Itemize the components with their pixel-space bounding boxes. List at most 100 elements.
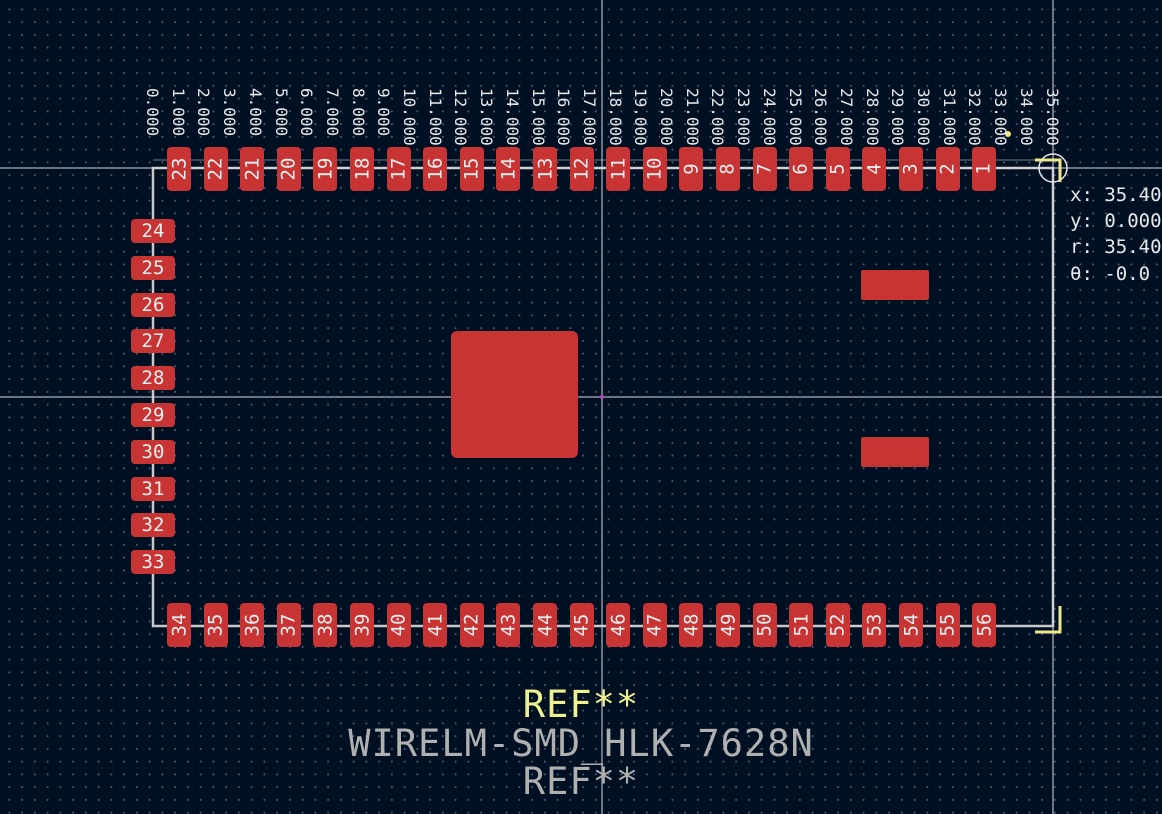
pad-9[interactable]: 9 [679, 147, 704, 191]
pad-10[interactable]: 10 [642, 147, 667, 191]
pad-30[interactable]: 30 [131, 439, 175, 464]
value-text[interactable]: WIRELM-SMD_HLK-7628N [348, 722, 814, 765]
pad-14[interactable]: 14 [496, 147, 521, 191]
pad-37[interactable]: 37 [276, 603, 301, 647]
pad-49[interactable]: 49 [716, 603, 740, 647]
ruler-label-text: 15.000 [528, 88, 548, 146]
pad-43[interactable]: 43 [496, 603, 521, 647]
pad-53[interactable]: 53 [862, 603, 887, 647]
readout-theta: θ: -0.0 [1070, 263, 1151, 285]
pad-number: 18 [350, 157, 373, 181]
pad-34[interactable]: 34 [167, 603, 191, 647]
reference-text-bottom[interactable]: REF** [522, 760, 640, 803]
pad-45[interactable]: 45 [569, 603, 594, 647]
mount-pad-upper[interactable] [861, 270, 929, 300]
pad-number: 22 [204, 157, 227, 181]
pad-35[interactable]: 35 [203, 603, 228, 647]
pad-47[interactable]: 47 [642, 603, 667, 647]
pad-26[interactable]: 26 [131, 292, 175, 317]
pad-40[interactable]: 40 [386, 603, 411, 647]
pad-7[interactable]: 7 [752, 147, 777, 191]
pad-number: 5 [826, 163, 849, 175]
pad-54[interactable]: 54 [899, 603, 923, 647]
pad-number: 9 [680, 163, 703, 175]
pad-17[interactable]: 17 [386, 147, 411, 191]
pad-number: 17 [387, 157, 410, 181]
readout-x: x: 35.400 [1070, 184, 1162, 206]
ruler-label-text: 13.000 [477, 88, 497, 146]
pad-6[interactable]: 6 [789, 147, 814, 191]
ruler-label-text: 30.000 [914, 88, 933, 146]
pad-27[interactable]: 27 [131, 329, 175, 354]
ruler-label-text: 18.000 [605, 88, 625, 146]
pad-2[interactable]: 2 [935, 147, 960, 191]
exposed-pad[interactable] [451, 331, 578, 458]
ruler-label-text: 5.000 [271, 88, 291, 137]
pad-number: 51 [790, 613, 813, 637]
ruler-label-text: 35.000 [1042, 88, 1062, 146]
pad-number: 3 [899, 163, 922, 175]
pad-8[interactable]: 8 [716, 147, 740, 191]
pad-41[interactable]: 41 [423, 603, 448, 647]
pad-28[interactable]: 28 [131, 366, 175, 391]
pad-16[interactable]: 16 [423, 147, 448, 191]
pad-36[interactable]: 36 [240, 603, 265, 647]
pad-number: 40 [387, 613, 410, 637]
pad-33[interactable]: 33 [131, 550, 175, 575]
pad-15[interactable]: 15 [459, 147, 484, 191]
pad-12[interactable]: 12 [569, 147, 594, 191]
pad-number: 46 [607, 613, 630, 637]
pad-number: 43 [497, 613, 520, 637]
ruler-label-text: 12.000 [451, 88, 471, 146]
pad-number: 52 [826, 613, 849, 637]
pad-48[interactable]: 48 [679, 603, 704, 647]
mount-pad-lower[interactable] [861, 437, 929, 467]
pad-number: 6 [790, 163, 813, 175]
ruler-label-text: 14.000 [502, 88, 522, 146]
pad-32[interactable]: 32 [131, 513, 175, 538]
pad-13[interactable]: 13 [533, 147, 557, 191]
pad-number: 7 [753, 163, 776, 175]
pad-number: 2 [936, 163, 959, 175]
ruler-label-text: 24.000 [759, 88, 779, 146]
pad-31[interactable]: 31 [131, 476, 175, 501]
pad-11[interactable]: 11 [606, 147, 631, 191]
pad-3[interactable]: 3 [899, 147, 923, 191]
pad-20[interactable]: 20 [276, 147, 301, 191]
pad-number: 23 [167, 157, 190, 181]
pad-4[interactable]: 4 [862, 147, 887, 191]
pad-46[interactable]: 46 [606, 603, 631, 647]
pad-42[interactable]: 42 [459, 603, 484, 647]
ruler-label-text: 11.000 [425, 88, 445, 146]
reference-text-top[interactable]: REF** [522, 683, 640, 726]
ruler-label-text: 22.000 [708, 88, 728, 146]
pad-19[interactable]: 19 [313, 147, 338, 191]
pad-number: 39 [350, 613, 373, 637]
pad-39[interactable]: 39 [350, 603, 374, 647]
pad-number: 35 [204, 613, 227, 637]
pad-number: 8 [716, 163, 739, 175]
ruler-label-text: 23.000 [734, 88, 754, 146]
pad-25[interactable]: 25 [131, 255, 175, 280]
pad-52[interactable]: 52 [825, 603, 850, 647]
pad-23[interactable]: 23 [167, 147, 191, 191]
ruler-label-text: 6.000 [297, 88, 317, 137]
pad-5[interactable]: 5 [825, 147, 850, 191]
pad-18[interactable]: 18 [350, 147, 374, 191]
pad-50[interactable]: 50 [752, 603, 777, 647]
pad-29[interactable]: 29 [131, 403, 175, 427]
ruler-label-text: 1.000 [168, 88, 188, 137]
pad-56[interactable]: 56 [972, 603, 997, 647]
pad-22[interactable]: 22 [203, 147, 228, 191]
pad-1[interactable]: 1 [972, 147, 997, 191]
pad-44[interactable]: 44 [533, 603, 557, 647]
pad-21[interactable]: 21 [240, 147, 265, 191]
readout-y: y: 0.000 [1070, 210, 1162, 232]
pad-38[interactable]: 38 [313, 603, 338, 647]
ruler-label-text: 20.000 [657, 88, 676, 146]
pad-24[interactable]: 24 [131, 219, 175, 243]
pad-51[interactable]: 51 [789, 603, 814, 647]
pad-number: 42 [460, 613, 483, 637]
pad-55[interactable]: 55 [935, 603, 960, 647]
ruler-label-text: 26.000 [811, 88, 831, 146]
